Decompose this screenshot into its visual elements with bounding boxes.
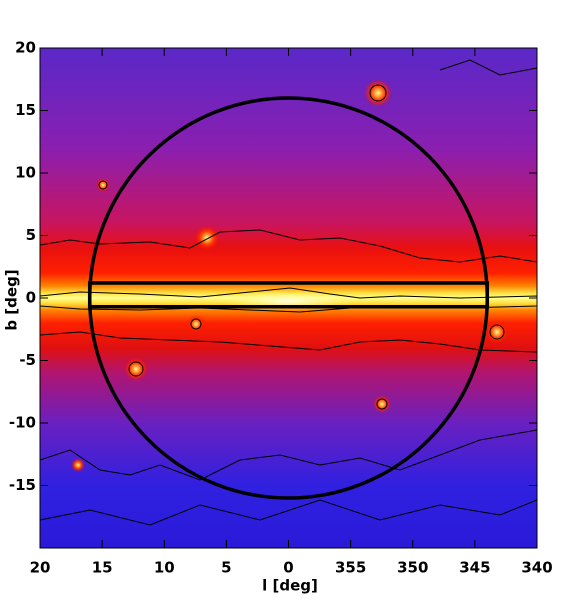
y-tick-label: 10 [15,164,36,182]
y-tick-label: 5 [26,226,36,244]
y-axis-label: b [deg] [3,269,21,330]
x-tick-label: 340 [521,559,552,577]
x-tick-label: 10 [154,559,175,577]
x-axis-label: l [deg] [262,577,318,595]
x-tick-label: 345 [459,559,490,577]
contours [40,59,537,526]
sky-map [40,48,537,548]
y-tick-label: -5 [19,351,36,369]
x-tick-label: 0 [283,559,293,577]
x-tick-label: 5 [221,559,231,577]
x-tick-label: 350 [397,559,428,577]
y-tick-label: -10 [9,414,36,432]
y-tick-label: 0 [26,289,36,307]
x-tick-label: 355 [335,559,366,577]
y-tick-label: 20 [15,39,36,57]
roi-box [87,281,490,309]
y-tick-label: -15 [9,476,36,494]
x-tick-label: 20 [30,559,51,577]
x-tick-label: 15 [92,559,113,577]
regions [87,96,490,500]
y-tick-label: 15 [15,101,36,119]
